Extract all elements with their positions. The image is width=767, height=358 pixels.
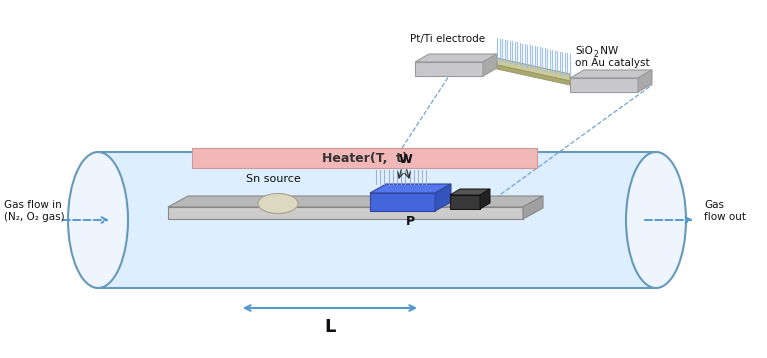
Polygon shape bbox=[570, 70, 652, 78]
Polygon shape bbox=[483, 54, 497, 76]
Bar bbox=[98, 152, 656, 288]
Polygon shape bbox=[450, 189, 490, 195]
Text: Gas: Gas bbox=[704, 200, 724, 210]
Polygon shape bbox=[450, 195, 480, 209]
Text: L: L bbox=[324, 318, 336, 336]
Polygon shape bbox=[570, 78, 638, 92]
Text: P: P bbox=[406, 215, 414, 228]
Bar bbox=[192, 148, 537, 168]
Polygon shape bbox=[168, 207, 523, 219]
Text: Pt/Ti electrode: Pt/Ti electrode bbox=[410, 34, 485, 44]
Ellipse shape bbox=[626, 152, 686, 288]
Ellipse shape bbox=[258, 194, 298, 213]
Polygon shape bbox=[415, 54, 497, 62]
Text: SiO: SiO bbox=[575, 46, 593, 56]
Polygon shape bbox=[523, 196, 543, 219]
Polygon shape bbox=[480, 189, 490, 209]
Polygon shape bbox=[415, 62, 483, 76]
Polygon shape bbox=[370, 193, 435, 211]
Ellipse shape bbox=[68, 152, 128, 288]
Text: flow out: flow out bbox=[704, 212, 746, 222]
Text: 2: 2 bbox=[593, 50, 597, 59]
Polygon shape bbox=[435, 184, 451, 211]
Text: NW: NW bbox=[597, 46, 618, 56]
Polygon shape bbox=[638, 70, 652, 92]
Polygon shape bbox=[497, 58, 570, 81]
Text: (N₂, O₂ gas): (N₂, O₂ gas) bbox=[4, 212, 64, 222]
Text: Gas flow in: Gas flow in bbox=[4, 200, 62, 210]
Polygon shape bbox=[497, 65, 570, 85]
Text: Heater(T,  t): Heater(T, t) bbox=[321, 151, 407, 164]
Polygon shape bbox=[168, 196, 543, 207]
Text: W: W bbox=[398, 153, 412, 166]
Text: Sn source: Sn source bbox=[246, 174, 301, 184]
Polygon shape bbox=[370, 184, 451, 193]
Text: on Au catalyst: on Au catalyst bbox=[575, 58, 650, 68]
